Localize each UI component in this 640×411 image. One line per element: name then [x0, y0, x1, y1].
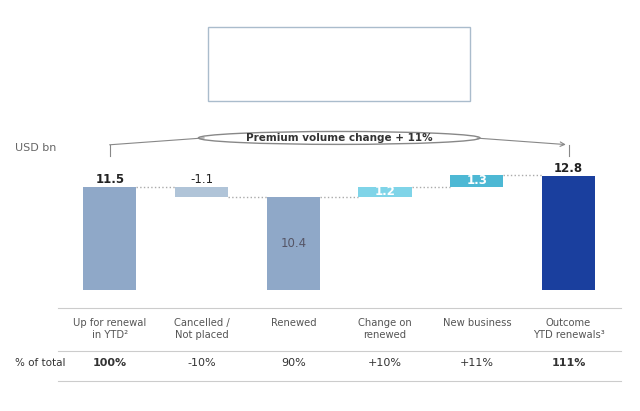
Text: 100%: 100%: [93, 358, 127, 368]
Text: 111%: 111%: [552, 358, 586, 368]
Text: -10%: -10%: [188, 358, 216, 368]
Text: -1.1: -1.1: [190, 173, 213, 186]
Text: 11.5: 11.5: [95, 173, 124, 186]
Bar: [83, 187, 136, 290]
Bar: [358, 187, 412, 197]
Text: +13%: +13%: [426, 79, 458, 88]
Text: Higher loss assumptions: Higher loss assumptions: [227, 79, 354, 88]
Text: Price change¹: Price change¹: [227, 43, 318, 56]
Bar: [175, 187, 228, 197]
Point: [198, 292, 205, 297]
Text: 1.2: 1.2: [374, 185, 396, 199]
Bar: [542, 176, 595, 290]
Text: % of total: % of total: [15, 358, 66, 368]
Text: +18%: +18%: [420, 43, 458, 56]
Point: [106, 292, 114, 297]
Text: Premium volume change + 11%: Premium volume change + 11%: [246, 133, 433, 143]
Ellipse shape: [198, 132, 480, 144]
Bar: [450, 175, 504, 187]
Text: 90%: 90%: [281, 358, 306, 368]
Point: [106, 291, 114, 296]
Text: 12.8: 12.8: [554, 162, 583, 175]
Text: 10.4: 10.4: [280, 237, 307, 250]
Bar: [267, 197, 320, 290]
Point: [198, 291, 205, 296]
Text: 1.3: 1.3: [467, 174, 487, 187]
Text: +10%: +10%: [368, 358, 402, 368]
Text: +11%: +11%: [460, 358, 494, 368]
Text: USD bn: USD bn: [15, 143, 57, 153]
